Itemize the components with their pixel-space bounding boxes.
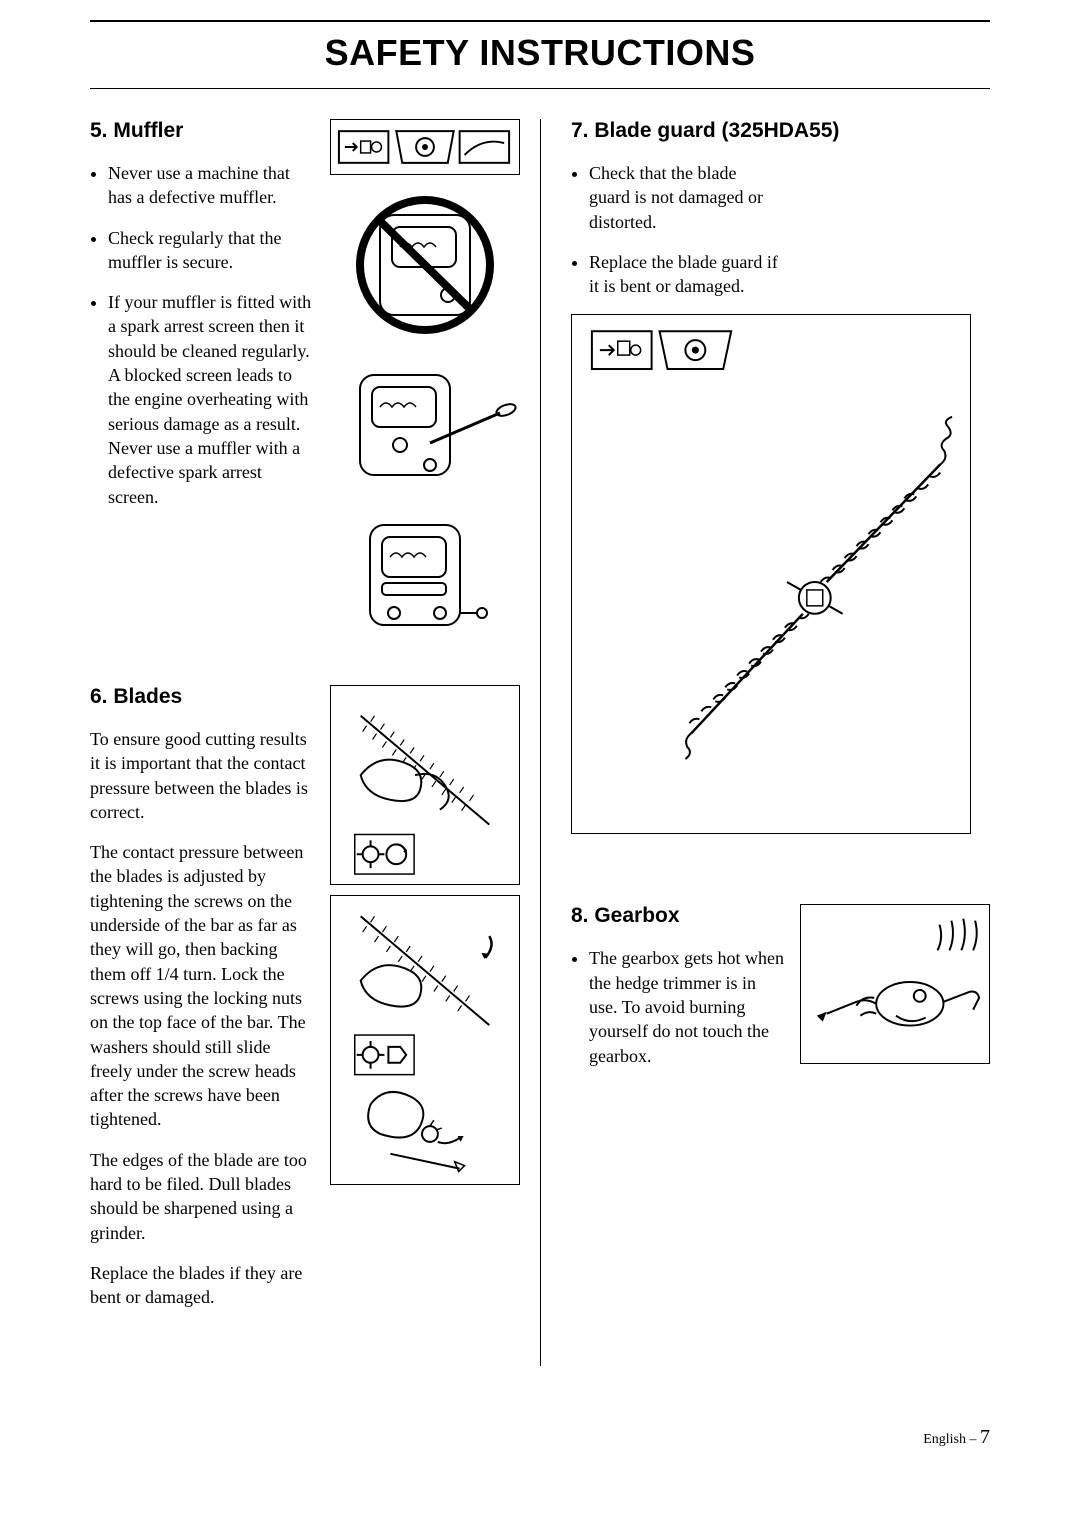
- page-title: SAFETY INSTRUCTIONS: [90, 32, 990, 74]
- footer-language: English –: [923, 1432, 980, 1447]
- section-blade-guard: 7. Blade guard (325HDA55) Check that the…: [571, 119, 990, 834]
- left-column: 5. Muffler Never use a machine that has …: [90, 119, 540, 1366]
- heading-blade-guard: 7. Blade guard (325HDA55): [571, 119, 990, 143]
- blade-guard-item: Check that the blade guard is not damage…: [589, 161, 781, 234]
- blades-para: The edges of the blade are too hard to b…: [90, 1148, 316, 1245]
- figure-muffler-screwdriver: [330, 355, 520, 495]
- figure-muffler-prohibited: [330, 185, 520, 345]
- figure-muffler-icons: [330, 119, 520, 175]
- heading-muffler: 5. Muffler: [90, 119, 316, 143]
- figure-blade-guard: [571, 314, 971, 834]
- section-gearbox: 8. Gearbox The gearbox gets hot when the…: [571, 904, 990, 1083]
- figure-gearbox: [800, 904, 990, 1064]
- blades-para: The contact pressure between the blades …: [90, 840, 316, 1132]
- blades-para: Replace the blades if they are bent or d…: [90, 1261, 316, 1310]
- muffler-item: If your muffler is fitted with a spark a…: [108, 290, 316, 509]
- muffler-item: Never use a machine that has a defective…: [108, 161, 316, 210]
- footer-page-number: 7: [980, 1426, 990, 1448]
- right-column: 7. Blade guard (325HDA55) Check that the…: [540, 119, 990, 1366]
- title-underline: [90, 88, 990, 89]
- section-blades: 6. Blades To ensure good cutting results…: [90, 685, 520, 1326]
- footer: English – 7: [90, 1426, 990, 1449]
- top-rule: [90, 20, 990, 22]
- heading-gearbox: 8. Gearbox: [571, 904, 786, 928]
- blades-para: To ensure good cutting results it is imp…: [90, 727, 316, 824]
- blade-guard-item: Replace the blade guard if it is bent or…: [589, 250, 781, 299]
- figure-muffler-assembled: [330, 505, 520, 645]
- figure-blades-2: [330, 895, 520, 1185]
- heading-blades: 6. Blades: [90, 685, 316, 709]
- figure-blades-1: [330, 685, 520, 885]
- section-muffler: 5. Muffler Never use a machine that has …: [90, 119, 520, 645]
- muffler-item: Check regularly that the muffler is secu…: [108, 226, 316, 275]
- gearbox-item: The gearbox gets hot when the hedge trim…: [589, 946, 786, 1067]
